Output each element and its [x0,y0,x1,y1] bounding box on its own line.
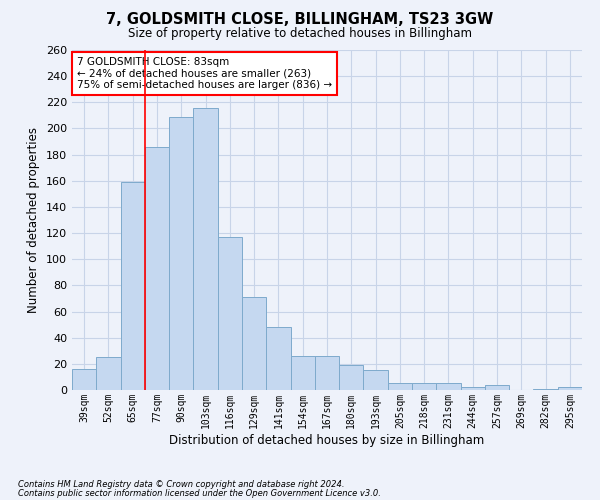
Bar [315,356,339,390]
Bar [72,369,96,390]
Bar [388,384,412,390]
Text: Contains public sector information licensed under the Open Government Licence v3: Contains public sector information licen… [18,488,381,498]
Bar [169,116,193,390]
Bar [145,147,169,390]
X-axis label: Distribution of detached houses by size in Billingham: Distribution of detached houses by size … [169,434,485,446]
Bar [96,358,121,390]
Text: Size of property relative to detached houses in Billingham: Size of property relative to detached ho… [128,28,472,40]
Bar [558,388,582,390]
Bar [339,365,364,390]
Bar [290,356,315,390]
Y-axis label: Number of detached properties: Number of detached properties [28,127,40,313]
Bar [242,297,266,390]
Bar [193,108,218,390]
Bar [485,385,509,390]
Bar [364,370,388,390]
Bar [461,388,485,390]
Text: Contains HM Land Registry data © Crown copyright and database right 2024.: Contains HM Land Registry data © Crown c… [18,480,344,489]
Bar [266,327,290,390]
Bar [412,384,436,390]
Text: 7 GOLDSMITH CLOSE: 83sqm
← 24% of detached houses are smaller (263)
75% of semi-: 7 GOLDSMITH CLOSE: 83sqm ← 24% of detach… [77,57,332,90]
Bar [121,182,145,390]
Bar [533,388,558,390]
Bar [436,384,461,390]
Bar [218,237,242,390]
Text: 7, GOLDSMITH CLOSE, BILLINGHAM, TS23 3GW: 7, GOLDSMITH CLOSE, BILLINGHAM, TS23 3GW [106,12,494,28]
